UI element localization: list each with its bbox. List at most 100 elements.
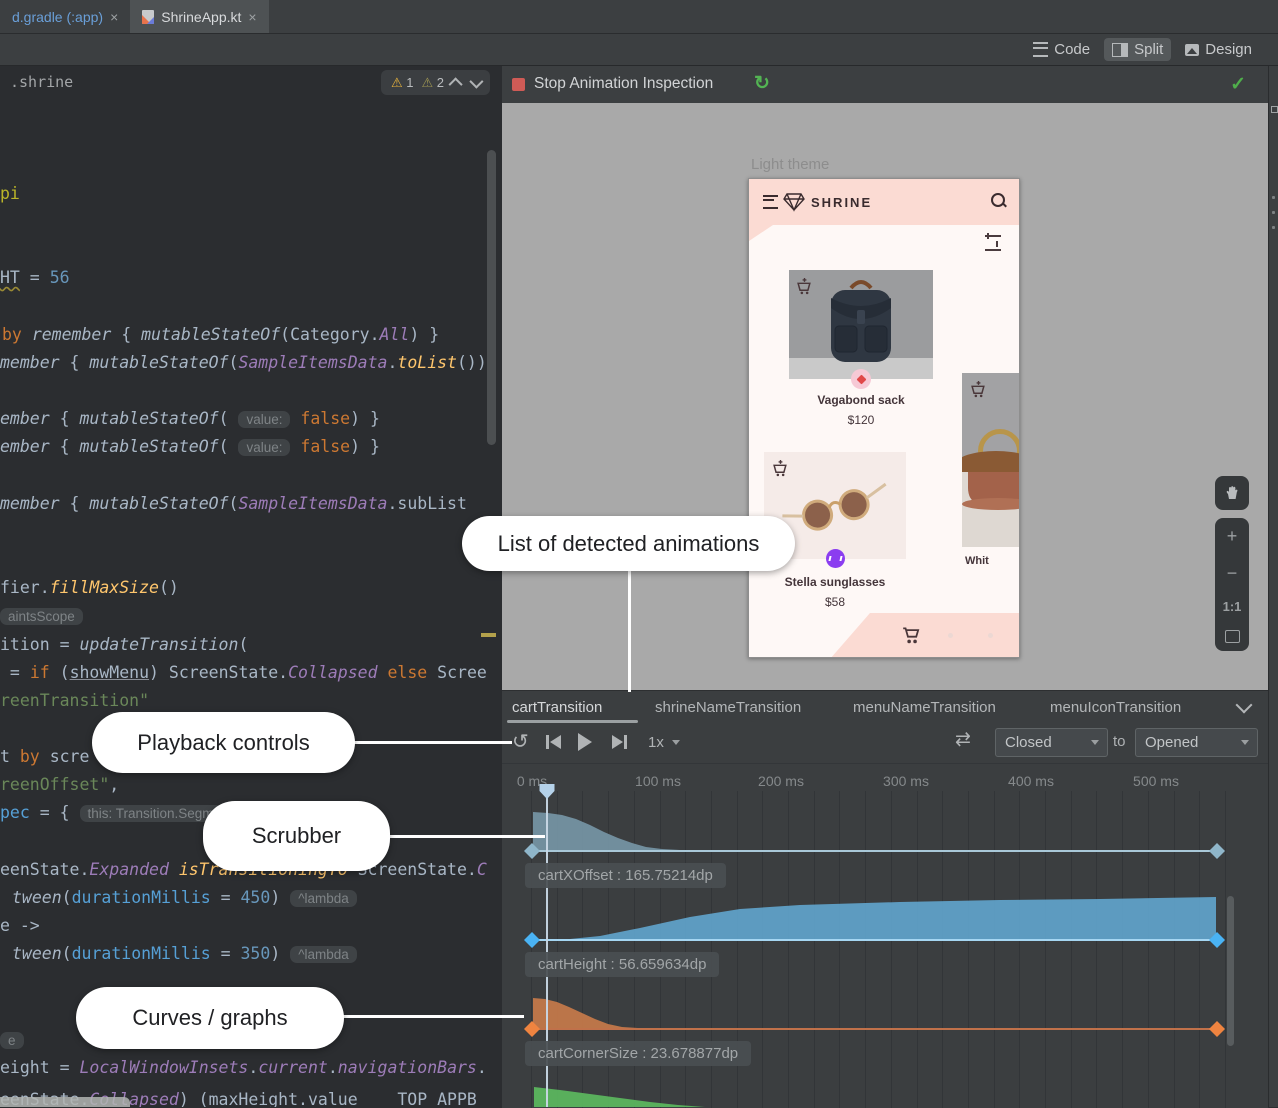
code-line: HT = 56 xyxy=(0,268,70,287)
zoom-controls: + − 1:1 xyxy=(1215,518,1249,651)
inspection-widget[interactable]: ⚠ 1 ⚠ 2 xyxy=(380,70,490,95)
code-lines[interactable]: pi HT = 56 by remember { mutableStateOf(Ca… xyxy=(0,99,502,1107)
ruler-tick-label: 100 ms xyxy=(635,773,681,789)
product-price: $120 xyxy=(847,413,875,427)
file-tab-label: ShrineApp.kt xyxy=(161,8,242,25)
product-card: Vagabond sack $120 xyxy=(789,270,933,427)
view-mode-design[interactable]: Design xyxy=(1177,38,1260,61)
ruler-tick-label: 500 ms xyxy=(1133,773,1179,789)
zoom-in-button[interactable]: + xyxy=(1226,525,1238,546)
from-state-value: Closed xyxy=(1005,734,1052,751)
code-icon xyxy=(1033,42,1049,57)
warning-icon: ⚠ xyxy=(421,74,434,90)
tool-window-icon xyxy=(1271,106,1278,113)
ruler-tick-label: 400 ms xyxy=(1008,773,1054,789)
code-line: ember { mutableStateOf( value: false) } xyxy=(0,437,380,456)
swap-states-icon[interactable]: ⇄ xyxy=(955,729,971,750)
editor-scrollbar[interactable] xyxy=(487,150,496,445)
to-state-value: Opened xyxy=(1145,734,1199,751)
breadcrumb[interactable]: .shrine xyxy=(10,73,74,91)
stop-icon[interactable] xyxy=(512,78,525,91)
add-to-cart-icon[interactable] xyxy=(970,381,987,398)
cart-bottom-sheet[interactable] xyxy=(830,613,1019,657)
file-tab-gradle[interactable]: d.gradle (:app) × xyxy=(0,0,130,33)
view-mode-code[interactable]: Code xyxy=(1025,38,1098,61)
filter-icon xyxy=(985,233,1001,251)
ruler-tick-label: 0 ms xyxy=(516,773,548,789)
add-to-cart-icon[interactable] xyxy=(796,278,813,295)
callout-line xyxy=(353,741,512,744)
tool-window-stripe[interactable] xyxy=(1268,66,1278,1107)
code-line: member { mutableStateOf(SampleItemsData.… xyxy=(0,353,487,372)
warning-count: 1 xyxy=(406,74,414,90)
pan-tool-button[interactable] xyxy=(1215,476,1249,510)
code-line: e -> xyxy=(0,916,40,935)
code-line: ember { mutableStateOf( value: false) } xyxy=(0,409,380,428)
warning-icon: ⚠ xyxy=(390,74,403,90)
from-state-dropdown[interactable]: Closed xyxy=(995,728,1108,757)
timeline-scrollbar[interactable] xyxy=(1227,896,1234,1046)
callout-line xyxy=(342,1015,524,1018)
next-issue-icon[interactable] xyxy=(469,74,484,89)
shrine-brand-label: SHRINE xyxy=(811,194,873,210)
zoom-to-fit-icon[interactable] xyxy=(1224,630,1240,644)
view-mode-label: Code xyxy=(1054,41,1091,58)
prev-issue-icon[interactable] xyxy=(448,76,463,91)
view-mode-split[interactable]: Split xyxy=(1104,38,1172,61)
callout-bubble: Curves / graphs xyxy=(76,987,344,1049)
file-tab-shrineapp[interactable]: ShrineApp.kt × xyxy=(130,0,269,33)
shrine-logo-icon xyxy=(783,193,805,212)
view-mode-label: Design xyxy=(1205,41,1252,58)
partial-tooltip xyxy=(0,1097,130,1107)
code-line: reenOffset", xyxy=(0,775,120,794)
product-name: Whit xyxy=(965,555,989,567)
design-preview-surface[interactable]: Light theme SHRINE xyxy=(502,103,1268,690)
breadcrumb-bar: .shrine ⚠ 1 ⚠ 2 xyxy=(0,66,502,98)
zoom-out-button[interactable]: − xyxy=(1226,562,1238,583)
view-mode-label: Split xyxy=(1134,41,1164,58)
skip-to-end-button[interactable] xyxy=(612,730,627,754)
refresh-icon[interactable]: ↻ xyxy=(754,73,770,94)
split-icon xyxy=(1112,42,1129,57)
callout-bubble: List of detected animations xyxy=(462,516,795,571)
to-label: to xyxy=(1113,733,1126,750)
cart-icon xyxy=(903,627,920,644)
animation-tab-cartTransition[interactable]: cartTransition xyxy=(512,699,603,716)
chevron-down-icon[interactable] xyxy=(1235,696,1253,714)
tool-window-icon xyxy=(1272,226,1275,229)
close-icon[interactable]: × xyxy=(248,8,257,25)
file-tab-label: d.gradle (:app) xyxy=(12,8,104,25)
animation-tab-menuNameTransition[interactable]: menuNameTransition xyxy=(853,699,996,716)
callout-bubble: Scrubber xyxy=(203,801,390,871)
shrine-body: Vagabond sack $120 xyxy=(749,225,1019,657)
curve-value-badge: cartCornerSize : 23.678877dp xyxy=(525,1041,752,1066)
warning-stripe-mark[interactable] xyxy=(481,633,496,637)
animation-tab-shrineNameTransition[interactable]: shrineNameTransition xyxy=(655,699,802,716)
skip-to-start-button[interactable] xyxy=(546,730,561,754)
to-state-dropdown[interactable]: Opened xyxy=(1135,728,1258,757)
active-tab-underline xyxy=(507,720,638,723)
code-line: tween(durationMillis = 450) ^lambda xyxy=(12,887,357,909)
add-to-cart-icon[interactable] xyxy=(772,460,789,477)
chevron-down-icon xyxy=(1241,740,1249,745)
hand-icon xyxy=(1226,486,1238,499)
stop-animation-inspection-button[interactable]: Stop Animation Inspection xyxy=(534,75,714,92)
chevron-down-icon xyxy=(1091,740,1099,745)
code-line: eight = LocalWindowInsets.current.naviga… xyxy=(0,1058,487,1077)
animation-tab-menuIconTransition[interactable]: menuIconTransition xyxy=(1050,699,1182,716)
play-button[interactable] xyxy=(578,730,592,754)
design-icon xyxy=(1185,43,1200,56)
close-icon[interactable]: × xyxy=(110,8,119,25)
editor-mode-toolbar: Code Split Design xyxy=(0,34,1278,66)
code-line: = if (showMenu) ScreenState.Collapsed el… xyxy=(0,663,487,682)
replay-button[interactable]: ↺ xyxy=(512,731,529,753)
speed-selector[interactable]: 1x xyxy=(648,730,680,754)
callout-line xyxy=(388,835,545,838)
search-icon xyxy=(991,193,1005,207)
code-line: tween(durationMillis = 350) ^lambda xyxy=(12,943,357,965)
mui-badge xyxy=(826,549,845,568)
code-editor[interactable] xyxy=(0,66,503,1107)
build-success-icon: ✓ xyxy=(1230,74,1246,95)
ruler-tick-label: 300 ms xyxy=(883,773,929,789)
zoom-100-button[interactable]: 1:1 xyxy=(1222,599,1242,615)
